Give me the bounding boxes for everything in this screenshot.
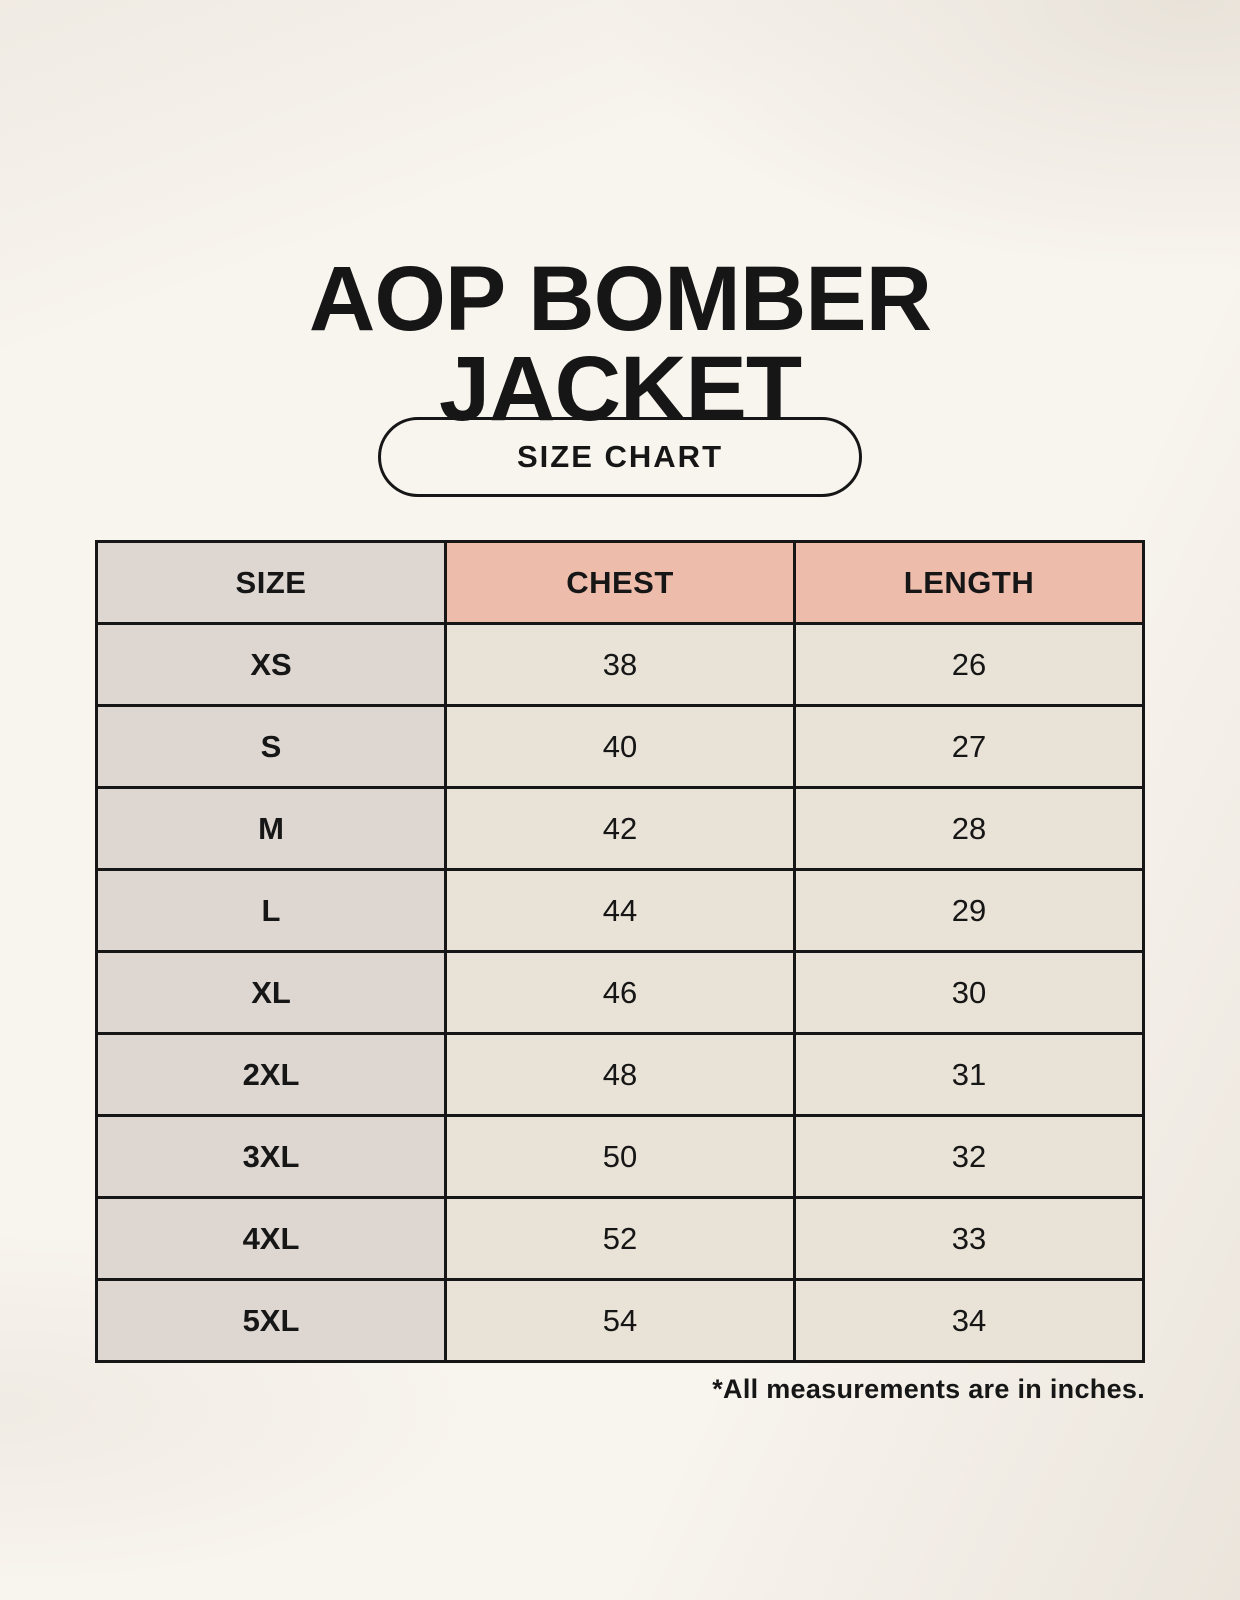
length-value-cell: 34 <box>793 1278 1145 1363</box>
size-label-cell: M <box>95 786 447 871</box>
measurements-footnote: *All measurements are in inches. <box>712 1374 1145 1404</box>
chest-value-cell: 48 <box>444 1032 796 1117</box>
chest-value-cell: 52 <box>444 1196 796 1281</box>
size-label-cell: XL <box>95 950 447 1035</box>
size-label-cell: 3XL <box>95 1114 447 1199</box>
size-label-cell: 2XL <box>95 1032 447 1117</box>
length-value-cell: 33 <box>793 1196 1145 1281</box>
size-label-cell: 5XL <box>95 1278 447 1363</box>
chest-value-cell: 42 <box>444 786 796 871</box>
chest-value-cell: 54 <box>444 1278 796 1363</box>
chest-value-cell: 44 <box>444 868 796 953</box>
chest-value-cell: 50 <box>444 1114 796 1199</box>
table-row: S 40 27 <box>95 704 1145 789</box>
table-row: 4XL 52 33 <box>95 1196 1145 1281</box>
column-header-length: LENGTH <box>793 540 1145 625</box>
header-row: SIZE CHEST LENGTH <box>95 540 1145 625</box>
length-value-cell: 32 <box>793 1114 1145 1199</box>
chest-value-cell: 40 <box>444 704 796 789</box>
table-row: 5XL 54 34 <box>95 1278 1145 1363</box>
size-table-header: SIZE CHEST LENGTH <box>95 540 1145 625</box>
length-value-cell: 29 <box>793 868 1145 953</box>
size-chart-badge: SIZE CHART <box>378 417 862 497</box>
table-row: 2XL 48 31 <box>95 1032 1145 1117</box>
size-table-body: XS 38 26 S 40 27 M 42 28 L 44 29 XL 46 30 2XL 48 31 3XL 50 3… <box>95 622 1145 1363</box>
length-value-cell: 27 <box>793 704 1145 789</box>
length-value-cell: 30 <box>793 950 1145 1035</box>
chest-value-cell: 46 <box>444 950 796 1035</box>
product-title-line-1: AOP BOMBER <box>308 247 932 350</box>
length-value-cell: 31 <box>793 1032 1145 1117</box>
table-row: 3XL 50 32 <box>95 1114 1145 1199</box>
table-row: XS 38 26 <box>95 622 1145 707</box>
size-label-cell: 4XL <box>95 1196 447 1281</box>
size-label-cell: S <box>95 704 447 789</box>
length-value-cell: 26 <box>793 622 1145 707</box>
table-row: L 44 29 <box>95 868 1145 953</box>
size-label-cell: XS <box>95 622 447 707</box>
table-row: M 42 28 <box>95 786 1145 871</box>
chest-value-cell: 38 <box>444 622 796 707</box>
product-title: AOP BOMBER JACKET <box>0 247 1240 435</box>
column-header-size: SIZE <box>95 540 447 625</box>
column-header-chest: CHEST <box>444 540 796 625</box>
table-row: XL 46 30 <box>95 950 1145 1035</box>
length-value-cell: 28 <box>793 786 1145 871</box>
size-label-cell: L <box>95 868 447 953</box>
size-table: SIZE CHEST LENGTH XS 38 26 S 40 27 M 42 28 L 44 29 X… <box>95 540 1145 1363</box>
size-chart-badge-label: SIZE CHART <box>517 439 723 474</box>
